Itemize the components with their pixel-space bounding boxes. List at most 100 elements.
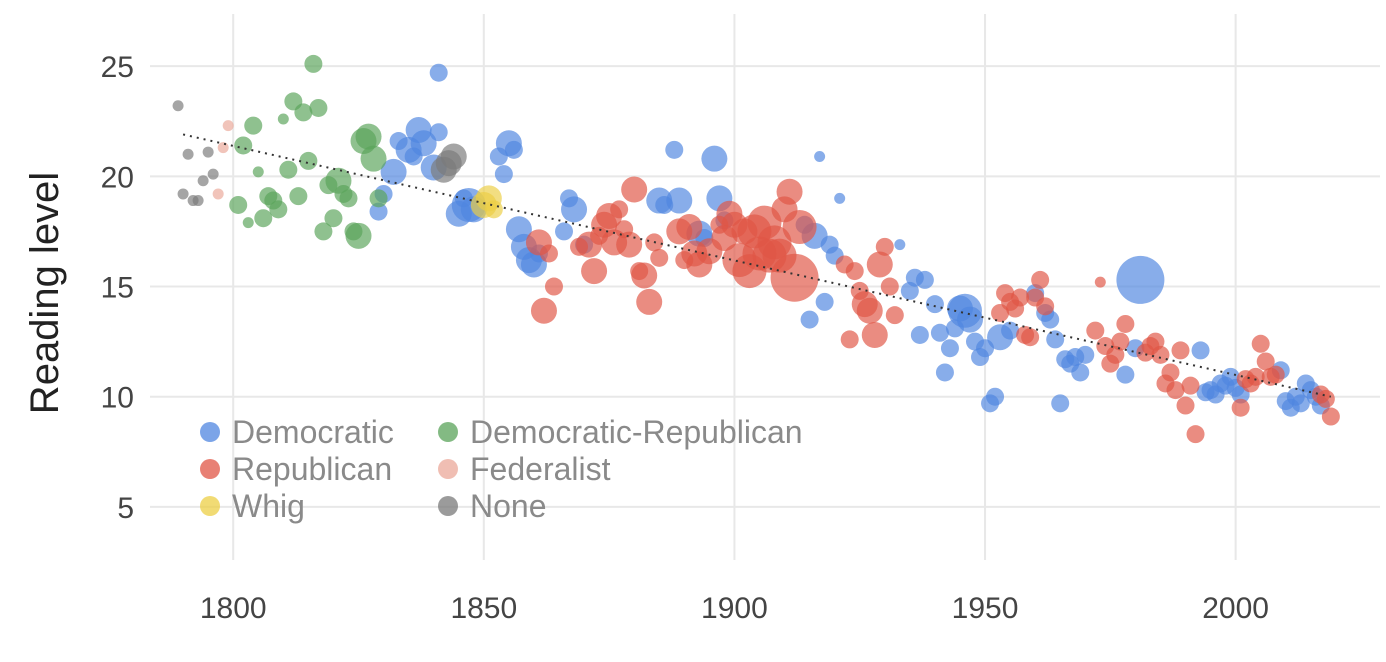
data-point bbox=[1256, 352, 1275, 371]
data-point bbox=[207, 168, 219, 180]
data-point bbox=[1116, 365, 1135, 384]
data-point bbox=[222, 120, 234, 132]
data-point bbox=[1116, 255, 1165, 304]
data-point bbox=[1036, 297, 1055, 316]
data-point bbox=[845, 262, 864, 281]
data-point bbox=[212, 188, 224, 200]
data-points bbox=[172, 54, 1340, 444]
data-point bbox=[910, 325, 929, 344]
legend-item: Democratic bbox=[200, 414, 394, 450]
data-point bbox=[1011, 288, 1030, 307]
data-point bbox=[636, 288, 663, 315]
data-point bbox=[701, 145, 728, 172]
y-tick-label: 25 bbox=[101, 51, 134, 84]
data-point bbox=[269, 200, 288, 219]
data-point bbox=[555, 222, 574, 241]
data-point bbox=[1116, 314, 1135, 333]
data-point bbox=[1251, 334, 1270, 353]
data-point bbox=[1031, 270, 1050, 289]
data-point bbox=[610, 200, 629, 219]
data-point bbox=[355, 123, 382, 150]
data-point bbox=[244, 116, 263, 135]
data-point bbox=[782, 210, 817, 245]
data-point bbox=[369, 189, 388, 208]
y-tick-label: 10 bbox=[101, 382, 134, 415]
data-point bbox=[1094, 276, 1106, 288]
data-point bbox=[866, 251, 893, 278]
data-point bbox=[1071, 363, 1090, 382]
data-point bbox=[192, 195, 204, 207]
data-point bbox=[1111, 332, 1130, 351]
x-tick-label: 1950 bbox=[952, 592, 1019, 625]
data-point bbox=[1076, 345, 1095, 364]
data-point bbox=[530, 297, 557, 324]
data-point bbox=[1086, 321, 1105, 340]
data-point bbox=[840, 330, 859, 349]
data-point bbox=[410, 130, 437, 157]
data-point bbox=[1001, 321, 1020, 340]
data-point bbox=[616, 231, 643, 258]
data-point bbox=[1291, 394, 1310, 413]
data-point bbox=[440, 143, 467, 170]
x-tick-label: 2000 bbox=[1202, 592, 1269, 625]
legend-swatch bbox=[438, 496, 458, 516]
data-point bbox=[861, 321, 888, 348]
legend-item: Federalist bbox=[438, 451, 611, 487]
data-point bbox=[252, 166, 264, 178]
data-point bbox=[915, 270, 934, 289]
data-point bbox=[1181, 376, 1200, 395]
data-point bbox=[776, 178, 803, 205]
data-point bbox=[1166, 381, 1185, 400]
data-point bbox=[1186, 425, 1205, 444]
tick-labels: 1800 1850 1900 1950 2000 5 10 15 20 25 bbox=[101, 51, 1269, 625]
data-point bbox=[925, 295, 944, 314]
data-point bbox=[880, 277, 899, 296]
series-federalist bbox=[212, 120, 234, 200]
data-point bbox=[800, 310, 819, 329]
data-point bbox=[875, 237, 894, 256]
data-point bbox=[429, 63, 448, 82]
data-point bbox=[324, 209, 343, 228]
series-whig bbox=[470, 185, 503, 219]
data-point bbox=[504, 140, 523, 159]
legend-label: Whig bbox=[232, 488, 305, 524]
legend: Democratic Democratic-Republican Republica… bbox=[200, 414, 803, 524]
grid-lines bbox=[150, 14, 1380, 560]
x-tick-label: 1850 bbox=[450, 592, 517, 625]
data-point bbox=[1171, 341, 1190, 360]
series-none bbox=[172, 100, 467, 207]
data-point bbox=[182, 148, 194, 160]
data-point bbox=[885, 306, 904, 325]
data-point bbox=[1266, 365, 1285, 384]
data-point bbox=[1161, 363, 1180, 382]
data-point bbox=[1051, 394, 1070, 413]
data-point bbox=[1246, 367, 1265, 386]
data-point bbox=[314, 222, 333, 241]
data-point bbox=[650, 248, 669, 267]
data-point bbox=[666, 187, 693, 214]
legend-swatch bbox=[438, 459, 458, 479]
data-point bbox=[665, 140, 684, 159]
data-point bbox=[770, 253, 819, 302]
series-republican bbox=[525, 176, 1340, 444]
legend-item: None bbox=[438, 488, 547, 524]
data-point bbox=[815, 292, 834, 311]
data-point bbox=[814, 150, 826, 162]
data-point bbox=[172, 100, 184, 112]
data-point bbox=[254, 209, 273, 228]
x-tick-label: 1900 bbox=[701, 592, 768, 625]
data-point bbox=[1176, 396, 1195, 415]
data-point bbox=[279, 160, 298, 179]
data-point bbox=[1191, 341, 1210, 360]
data-point bbox=[177, 188, 189, 200]
data-point bbox=[294, 103, 313, 122]
data-point bbox=[986, 387, 1005, 406]
legend-swatch bbox=[200, 496, 220, 516]
data-point bbox=[1151, 345, 1170, 364]
data-point bbox=[544, 277, 563, 296]
data-point bbox=[834, 192, 846, 204]
legend-label: Democratic bbox=[232, 414, 394, 450]
data-point bbox=[1321, 407, 1340, 426]
data-point bbox=[429, 123, 448, 142]
legend-swatch bbox=[200, 422, 220, 442]
